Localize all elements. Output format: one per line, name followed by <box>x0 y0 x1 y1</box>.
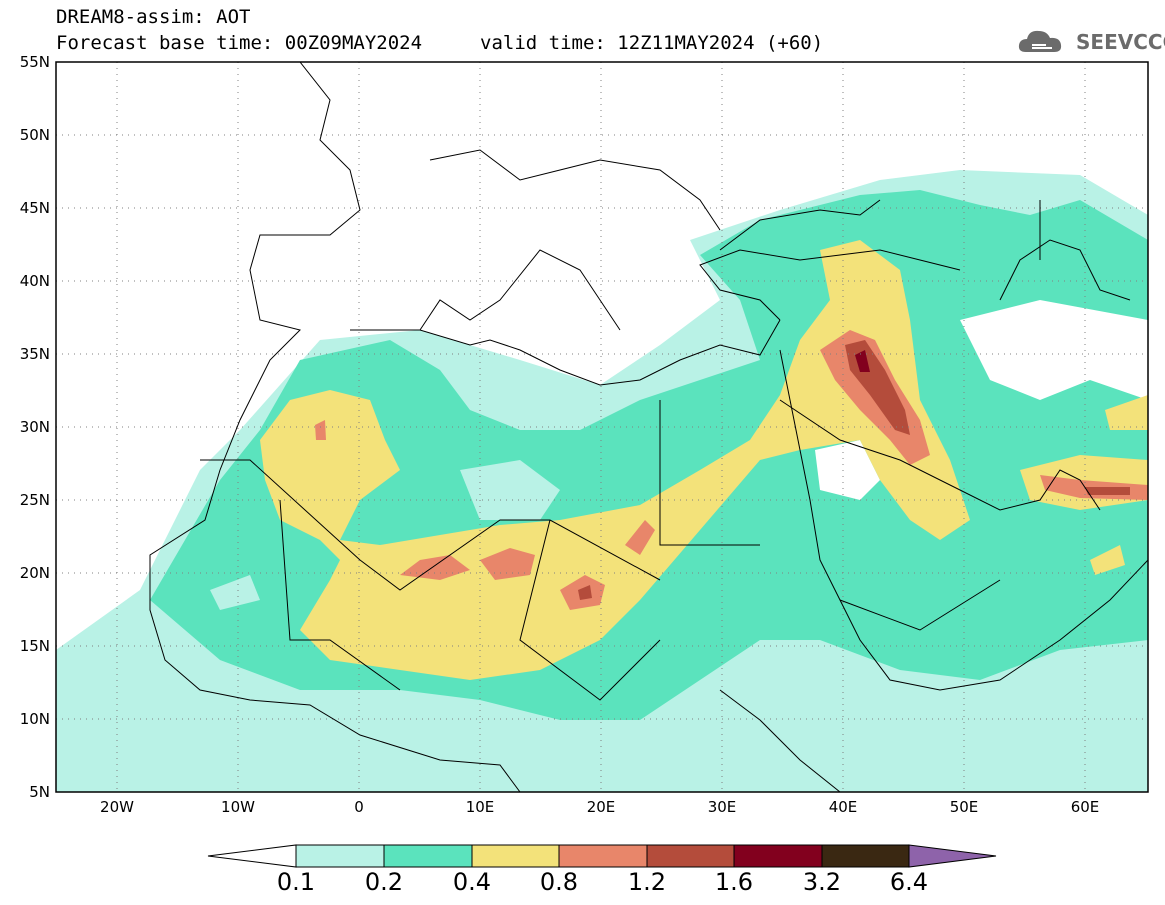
lat-label: 5N <box>29 783 50 801</box>
colorbar-swatch-6 <box>733 844 823 868</box>
lat-label: 10N <box>19 710 50 728</box>
lon-label: 30E <box>707 798 737 816</box>
graticule <box>56 62 1148 792</box>
lon-label: 10E <box>465 798 495 816</box>
colorbar-under-arrow <box>207 844 297 868</box>
lon-label: 10W <box>221 798 255 816</box>
cloud-logo-icon <box>1018 30 1062 52</box>
colorbar-label: 3.2 <box>802 868 842 896</box>
colorbar-label: 0.4 <box>452 868 492 896</box>
logo-text: SEEVCCC <box>1076 30 1165 54</box>
lon-label: 20W <box>100 798 134 816</box>
colorbar-label: 0.8 <box>539 868 579 896</box>
lon-label: 20E <box>586 798 616 816</box>
colorbar-label: 1.2 <box>627 868 667 896</box>
title-model: DREAM8-assim: AOT <box>56 6 251 28</box>
colorbar-label: 0.1 <box>276 868 316 896</box>
coastlines <box>149 62 1148 792</box>
colorbar-over-arrow <box>908 844 997 868</box>
colorbar-swatch-7 <box>821 844 910 868</box>
lat-label: 35N <box>19 345 50 363</box>
colorbar-swatch-1 <box>295 844 385 868</box>
lat-label: 20N <box>19 564 50 582</box>
colorbar-label: 6.4 <box>889 868 929 896</box>
colorbar-swatch-4 <box>558 844 648 868</box>
lat-label: 25N <box>19 491 50 509</box>
lon-label: 40E <box>828 798 858 816</box>
colorbar-swatch-3 <box>471 844 560 868</box>
lon-label: 0 <box>354 798 364 816</box>
lon-label: 50E <box>949 798 979 816</box>
lat-label: 55N <box>19 53 50 71</box>
lat-label: 30N <box>19 418 50 436</box>
title-base-time: Forecast base time: 00Z09MAY2024 <box>56 32 423 54</box>
colorbar-label: 1.6 <box>714 868 754 896</box>
lat-label: 45N <box>19 199 50 217</box>
lon-label: 60E <box>1070 798 1100 816</box>
map-frame <box>55 61 1149 793</box>
lat-label: 40N <box>19 272 50 290</box>
lat-label: 15N <box>19 637 50 655</box>
colorbar <box>207 844 997 868</box>
colorbar-label: 0.2 <box>364 868 404 896</box>
lat-label: 50N <box>19 126 50 144</box>
colorbar-swatch-2 <box>383 844 473 868</box>
colorbar-swatch-5 <box>646 844 735 868</box>
title-valid-time: valid time: 12Z11MAY2024 (+60) <box>480 32 824 54</box>
